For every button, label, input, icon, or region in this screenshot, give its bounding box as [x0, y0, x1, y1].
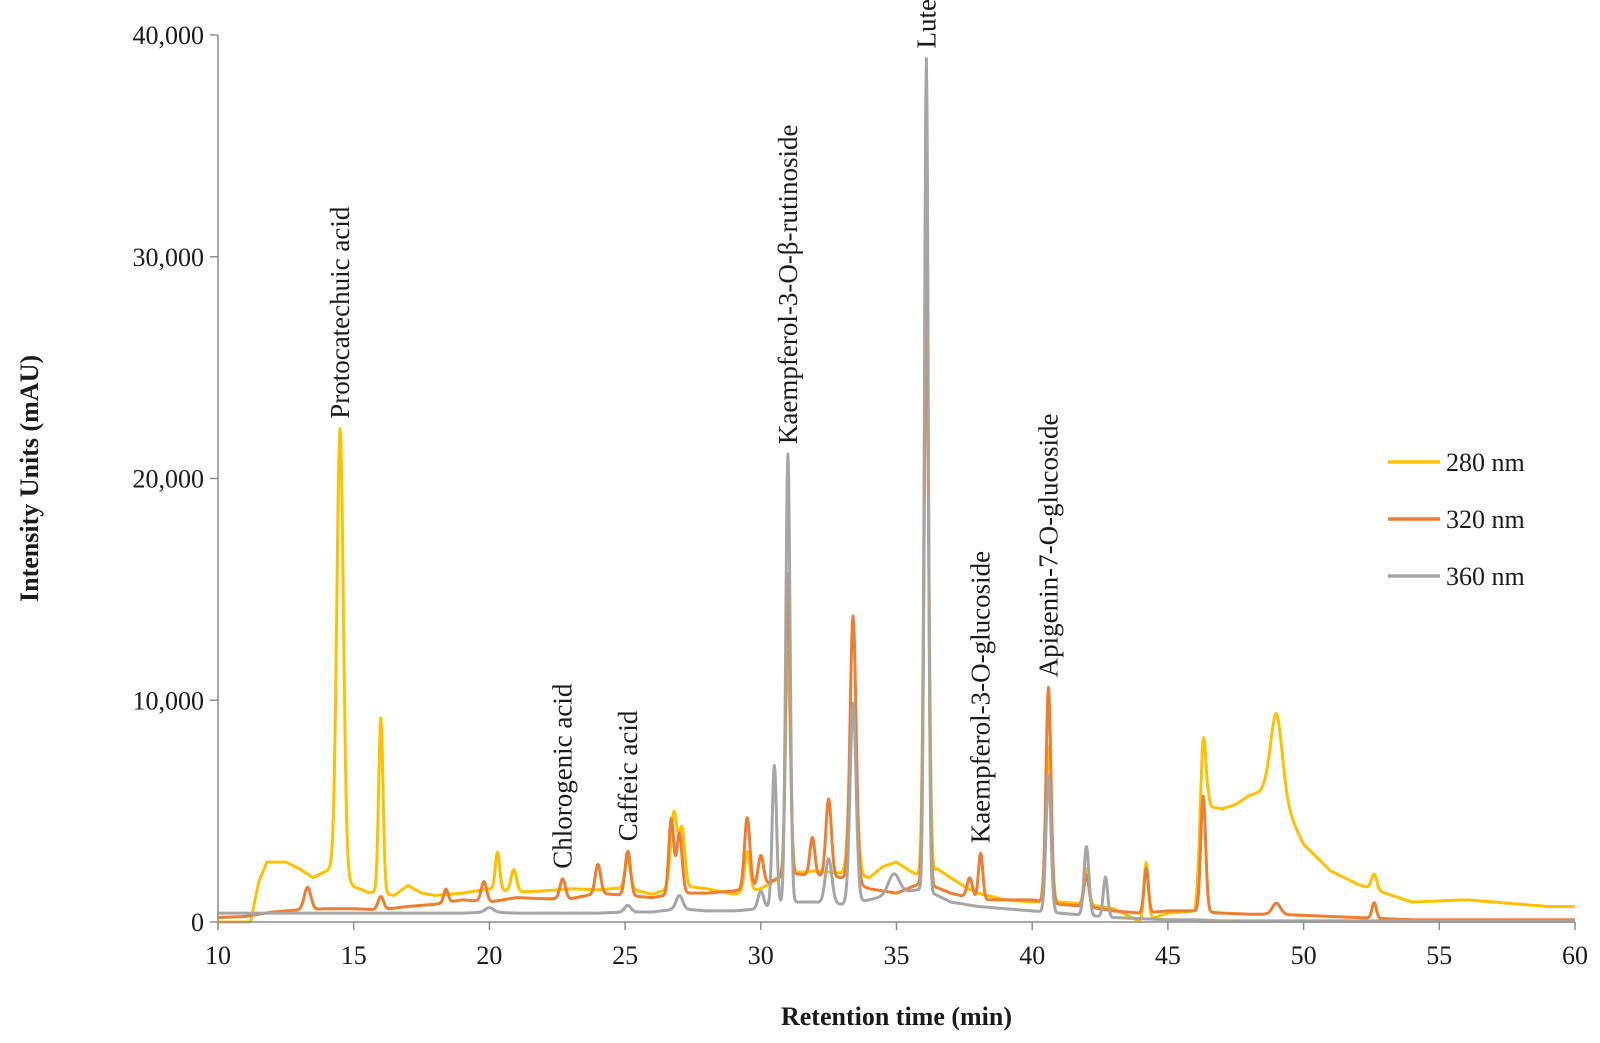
series-line-2 [217, 282, 1576, 922]
x-tick-label: 35 [884, 941, 910, 970]
x-axis-title: Retention time (min) [781, 1002, 1012, 1031]
series-line-3 [217, 57, 1576, 923]
labels-layer: Protocatechuic acid Chlorogenic acid Caffe… [325, 0, 1063, 869]
series-layer [217, 57, 1576, 924]
peak-annotation: Chlorogenic acid [548, 683, 578, 869]
series-line-1 [217, 320, 1576, 924]
x-tick-label: 45 [1155, 941, 1181, 970]
legend-item: 280 nm [1388, 448, 1525, 477]
peak-annotation: Caffeic acid [613, 710, 643, 841]
y-tick-label: 30,000 [133, 243, 205, 272]
x-tick-label: 20 [476, 941, 502, 970]
x-tick-label: 30 [748, 941, 774, 970]
x-tick-label: 50 [1291, 941, 1317, 970]
legend-item: 320 nm [1388, 505, 1525, 534]
y-tick-label: 10,000 [133, 686, 205, 715]
peak-annotation: Kaempferol-3-O-glucoside [966, 551, 996, 843]
y-axis-title: Intensity Units (mAU) [15, 355, 44, 602]
y-tick-label: 40,000 [133, 21, 205, 50]
x-tick-label: 60 [1562, 941, 1588, 970]
legend-label: 320 nm [1446, 505, 1525, 534]
legend: 280 nm 320 nm 360 nm [1388, 448, 1525, 591]
x-tick-label: 25 [612, 941, 638, 970]
x-tick-label: 55 [1426, 941, 1452, 970]
legend-label: 280 nm [1446, 448, 1525, 477]
x-tick-label: 10 [205, 941, 231, 970]
axes-layer: 0 10,000 20,000 30,000 40,000 10 15 20 25 30 35 40 4… [15, 21, 1588, 1031]
peak-annotation: Protocatechuic acid [325, 206, 355, 419]
x-tick-label: 40 [1019, 941, 1045, 970]
peak-annotation: Apigenin-7-O-glucoside [1034, 413, 1064, 677]
peak-annotation: Kaempferol-3-O-β-rutinoside [773, 124, 803, 444]
legend-item: 360 nm [1388, 562, 1525, 591]
legend-label: 360 nm [1446, 562, 1525, 591]
peak-annotation: Luteolin-7-O-glucoside [911, 0, 941, 49]
y-tick-label: 0 [191, 908, 204, 937]
x-tick-label: 15 [341, 941, 367, 970]
y-tick-label: 20,000 [133, 465, 205, 494]
